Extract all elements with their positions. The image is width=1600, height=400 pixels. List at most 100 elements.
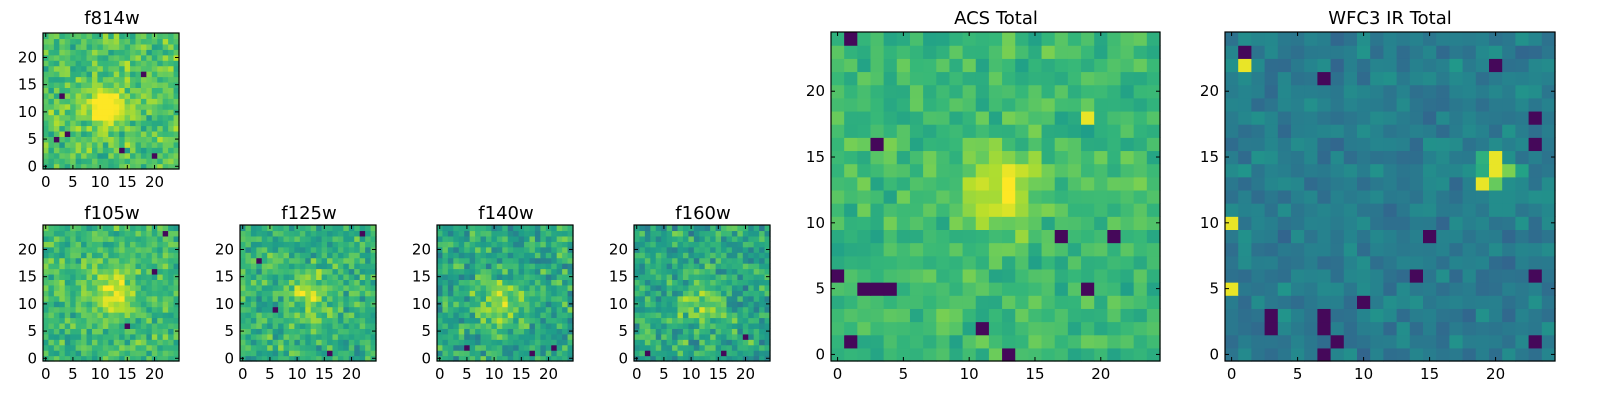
y-tick-label: 0	[815, 345, 825, 363]
heatmap-cell	[1225, 242, 1239, 257]
heatmap-cell	[288, 252, 295, 259]
heatmap-cell	[688, 290, 695, 297]
heatmap-cell	[1436, 255, 1450, 270]
heatmap-cell	[151, 322, 158, 329]
heatmap-cell	[764, 268, 771, 275]
heatmap-cell	[86, 54, 93, 61]
heatmap-cell	[1449, 32, 1464, 46]
heatmap-cell	[1238, 110, 1252, 125]
heatmap-cell	[119, 163, 126, 170]
heatmap-cell	[442, 290, 449, 297]
heatmap-cell	[135, 81, 142, 88]
heatmap-cell	[267, 241, 274, 248]
heatmap-cell	[278, 241, 285, 248]
heatmap-cell	[310, 246, 317, 253]
heatmap-cell	[699, 317, 706, 324]
heatmap-cell	[119, 98, 126, 105]
heatmap-cell	[1054, 295, 1069, 309]
heatmap-cell	[524, 317, 531, 324]
heatmap-cell	[119, 125, 126, 132]
heatmap-cell	[256, 312, 263, 319]
heatmap-cell	[831, 216, 845, 230]
heatmap-cell	[332, 306, 339, 313]
heatmap-cell	[135, 141, 142, 148]
heatmap-cell	[710, 333, 717, 340]
heatmap-cell	[688, 235, 695, 242]
x-tick-label: 0	[435, 365, 445, 383]
heatmap-cell	[742, 263, 749, 270]
heatmap-cell	[337, 230, 344, 237]
heatmap-cell	[1396, 242, 1411, 257]
heatmap-cell	[437, 312, 444, 319]
heatmap-cell	[870, 124, 885, 138]
heatmap-cell	[1528, 216, 1543, 230]
heatmap-cell	[1475, 242, 1490, 257]
heatmap-cell	[64, 284, 71, 291]
heatmap-cell	[737, 246, 744, 253]
heatmap-cell	[502, 333, 509, 340]
heatmap-cell	[1041, 268, 1056, 283]
heatmap-cell	[655, 355, 662, 362]
heatmap-cell	[721, 235, 728, 242]
heatmap-cell	[693, 295, 700, 302]
heatmap-cell	[1343, 150, 1358, 165]
heatmap-cell	[742, 241, 749, 248]
heatmap-cell	[256, 328, 263, 335]
heatmap-cell	[464, 333, 471, 340]
heatmap-cell	[354, 322, 361, 329]
heatmap-cell	[857, 176, 872, 191]
heatmap-cell	[97, 130, 104, 137]
heatmap-cell	[359, 235, 366, 242]
heatmap-cell	[644, 263, 651, 270]
heatmap-cell	[1383, 321, 1398, 336]
heatmap-cell	[870, 163, 885, 178]
heatmap-cell	[305, 284, 312, 291]
heatmap-cell	[1357, 176, 1371, 191]
heatmap-cell	[1015, 163, 1029, 178]
heatmap-cell	[534, 235, 541, 242]
heatmap-cell	[634, 317, 641, 324]
heatmap-cell	[75, 76, 82, 83]
heatmap-cell	[485, 306, 492, 313]
heatmap-cell	[518, 263, 525, 270]
heatmap-cell	[682, 295, 689, 302]
heatmap-cell	[731, 317, 738, 324]
heatmap-cell	[1409, 71, 1424, 86]
heatmap-cell	[704, 273, 711, 280]
heatmap-cell	[909, 295, 924, 309]
heatmap-cell	[53, 344, 60, 351]
heatmap-cell	[162, 54, 169, 61]
heatmap-cell	[634, 230, 641, 237]
heatmap-cell	[332, 344, 339, 351]
heatmap-cell	[102, 312, 109, 319]
heatmap-cell	[124, 257, 131, 264]
heatmap-cell	[475, 225, 482, 232]
heatmap-cell	[140, 322, 147, 329]
heatmap-cell	[48, 230, 55, 237]
heatmap-cell	[753, 225, 760, 232]
heatmap-cell	[327, 344, 334, 351]
heatmap-cell	[1330, 347, 1345, 362]
heatmap-cell	[1462, 203, 1477, 217]
heatmap-cell	[936, 229, 951, 244]
heatmap-cell	[1146, 32, 1161, 46]
heatmap-cell	[146, 76, 153, 83]
heatmap-cell	[108, 38, 115, 45]
heatmap-cell	[168, 257, 175, 264]
heatmap-cell	[173, 284, 180, 291]
heatmap-cell	[64, 263, 71, 270]
heatmap-cell	[1120, 124, 1135, 138]
heatmap-cell	[113, 98, 120, 105]
heatmap-cell	[354, 273, 361, 280]
heatmap-cell	[753, 268, 760, 275]
heatmap-cell	[1330, 282, 1345, 296]
heatmap-cell	[53, 355, 60, 362]
heatmap-cell	[661, 230, 668, 237]
heatmap-cell	[1238, 137, 1252, 152]
heatmap-cell	[447, 235, 454, 242]
heatmap-cell	[453, 339, 460, 346]
heatmap-cell	[146, 49, 153, 56]
heatmap-cell	[715, 235, 722, 242]
heatmap-cell	[70, 109, 77, 116]
heatmap-cell	[168, 81, 175, 88]
